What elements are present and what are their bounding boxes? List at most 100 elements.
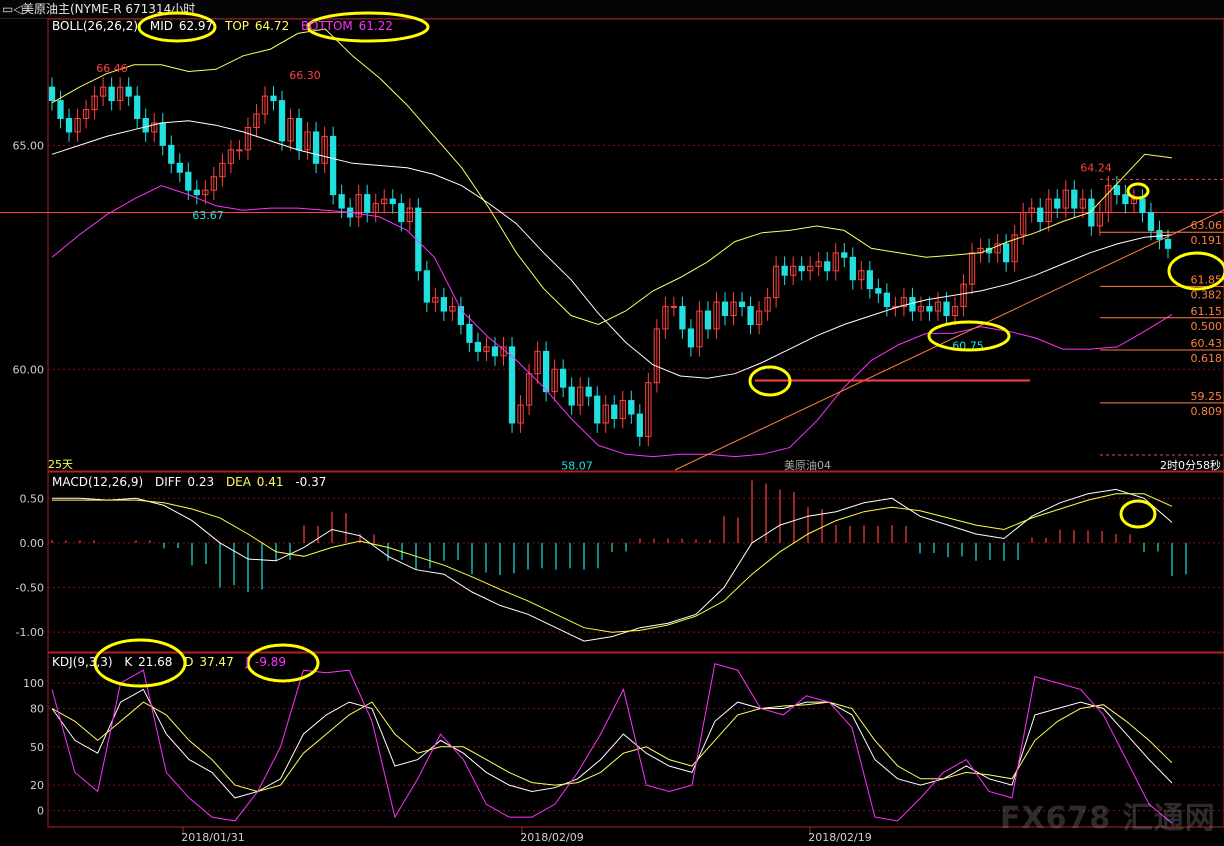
- macd-indicator-name: MACD(12,26,9): [52, 475, 144, 489]
- y-tick-label: 65.00: [13, 139, 45, 152]
- macd-histogram-value: -0.37: [295, 475, 327, 489]
- candle-body: [1122, 194, 1129, 205]
- candle-body: [1054, 198, 1061, 209]
- candle-body: [185, 171, 192, 191]
- macd-panel-frame: [47, 471, 1224, 653]
- candle-body: [1028, 207, 1035, 214]
- fib-ratio-label: 0.618: [1191, 352, 1223, 365]
- macd-legend: MACD(12,26,9) DIFF 0.23 DEA 0.41 -0.37: [52, 475, 334, 489]
- candle-body: [517, 404, 524, 424]
- candle-body: [755, 310, 763, 325]
- kdj-k-value: 21.68: [138, 655, 173, 669]
- macd-y-tick-label: 0.50: [20, 492, 45, 505]
- candle-body: [917, 306, 925, 312]
- kdj-j-label: J: [245, 655, 250, 669]
- candle-body: [151, 122, 158, 133]
- candle-body: [968, 252, 976, 285]
- x-tick-label: 2018/02/09: [520, 831, 583, 844]
- price-mark-label: 66.46: [96, 62, 128, 75]
- x-tick-label: 2018/02/19: [808, 831, 871, 844]
- boll-indicator-name: BOLL(26,26,2): [52, 19, 139, 33]
- macd-dea-line: [52, 493, 1173, 633]
- candle-body: [849, 256, 856, 281]
- candle-body: [653, 328, 660, 384]
- candle-body: [1096, 212, 1103, 227]
- kdj-d-value: 37.47: [199, 655, 234, 669]
- candle-body: [364, 194, 371, 214]
- candle-body: [355, 194, 362, 218]
- highlight-circle: [1119, 499, 1157, 529]
- candle-body: [730, 301, 737, 317]
- candle-body: [1113, 185, 1121, 196]
- candle-body: [875, 288, 882, 294]
- candle-body: [117, 86, 124, 102]
- highlight-circle: [1126, 182, 1150, 200]
- kdj-y-tick-label: 100: [23, 677, 44, 690]
- candle-body: [440, 297, 448, 312]
- candle-body: [406, 207, 413, 222]
- candle-body: [423, 270, 430, 303]
- candle-body: [168, 144, 175, 164]
- countdown-label: 2时0分58秒: [1160, 459, 1221, 472]
- boll-mid-value: 62.97: [178, 19, 214, 33]
- price-mark-label: 66.30: [289, 69, 321, 82]
- boll-mid-label: MID: [149, 19, 173, 33]
- candle-body: [815, 261, 822, 267]
- candle-body: [134, 95, 141, 120]
- highlight-circle: [93, 638, 187, 688]
- kdj-j-value: -9.89: [254, 655, 286, 669]
- candle-body: [304, 131, 311, 151]
- candle-body: [662, 306, 669, 330]
- candle-body: [321, 135, 328, 164]
- window-control-icon[interactable]: ▭◁: [2, 2, 23, 16]
- kdj-y-tick-label: 20: [30, 779, 44, 792]
- main-panel-frame: [47, 18, 1224, 472]
- candle-body: [1011, 234, 1018, 263]
- macd-diff-line: [52, 488, 1173, 642]
- candle-body: [611, 404, 618, 420]
- candle-body: [619, 400, 626, 420]
- candle-body: [457, 306, 465, 325]
- candle-body: [74, 118, 81, 133]
- highlight-circle: [306, 11, 430, 43]
- candle-body: [542, 350, 550, 393]
- candle-body: [449, 306, 456, 312]
- macd-dea-label: DEA: [225, 475, 251, 489]
- kdj-indicator-name: KDJ(9,3,3): [52, 655, 113, 669]
- candle-body: [645, 382, 652, 437]
- candle-body: [636, 413, 643, 437]
- candle-body: [1071, 189, 1078, 209]
- candle-body: [594, 395, 601, 424]
- candle-body: [738, 301, 746, 308]
- candle-body: [858, 270, 865, 281]
- candle-body: [176, 162, 183, 173]
- candle-body: [329, 135, 337, 196]
- candle-body: [1147, 212, 1155, 231]
- candle-body: [704, 310, 712, 330]
- candle-body: [602, 404, 609, 424]
- candle-body: [108, 86, 115, 102]
- fib-price-label: 61.15: [1191, 305, 1223, 318]
- period-label: 25天: [48, 458, 73, 471]
- candle-body: [48, 86, 56, 102]
- candle-body: [381, 198, 388, 205]
- fib-price-label: 60.43: [1191, 337, 1223, 350]
- highlight-circle: [748, 365, 792, 397]
- candle-body: [764, 297, 771, 312]
- boll-mid-line: [51, 120, 1173, 379]
- candle-body: [670, 306, 678, 309]
- candle-body: [219, 162, 226, 178]
- candle-body: [491, 346, 499, 357]
- candle-body: [1139, 198, 1146, 214]
- candle-body: [807, 265, 814, 272]
- fib-price-label: 63.06: [1191, 219, 1223, 232]
- highlight-circle: [1167, 251, 1224, 291]
- candle-body: [721, 301, 729, 317]
- candle-body: [534, 350, 541, 375]
- candle-body: [551, 368, 558, 393]
- macd-y-tick-label: -0.50: [16, 582, 44, 595]
- kdj-y-tick-label: 50: [30, 741, 44, 754]
- candle-body: [679, 306, 686, 330]
- candle-body: [1156, 229, 1163, 240]
